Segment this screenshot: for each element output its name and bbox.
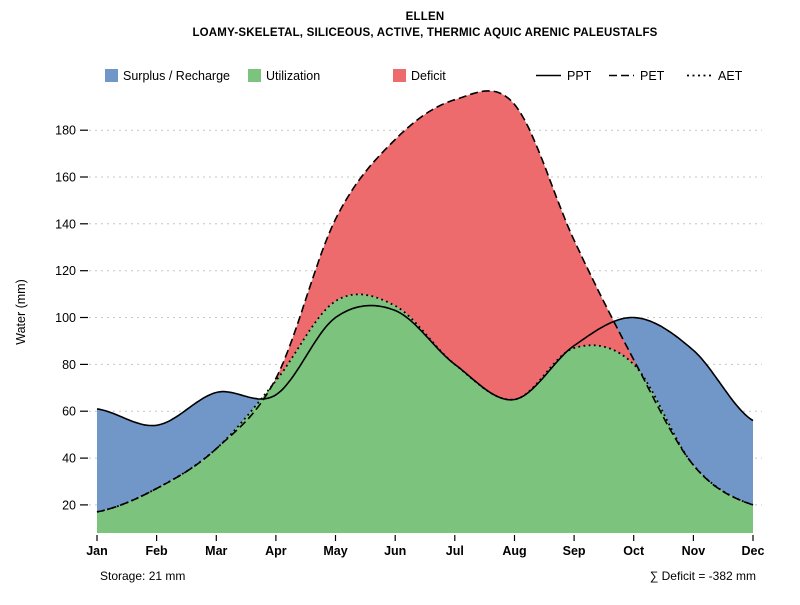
legend-label-ppt: PPT (567, 69, 592, 83)
y-tick-label: 40 (62, 452, 76, 466)
deficit-area (97, 90, 753, 512)
legend-swatch-utilization-icon (248, 69, 261, 82)
legend: Surplus / Recharge Utilization Deficit P… (105, 69, 743, 83)
x-tick-label: Feb (145, 544, 168, 558)
utilization-area (97, 294, 753, 533)
y-tick-label: 60 (62, 405, 76, 419)
page-title: ELLEN (406, 11, 445, 23)
x-tick-label: Sep (563, 544, 586, 558)
pet-line (96, 90, 754, 513)
y-tick-label: 140 (55, 217, 76, 231)
surplus-area (97, 294, 753, 512)
y-tick-label: 160 (55, 171, 76, 185)
y-tick-label: 100 (55, 311, 76, 325)
legend-swatch-surplus-icon (105, 69, 118, 82)
x-tick-label: Jun (384, 544, 406, 558)
x-tick-label: Oct (623, 544, 645, 558)
axes: 20 40 60 80 100 120 140 160 180 Jan Feb Mar Apr May Ju… (55, 124, 764, 558)
x-tick-label: Mar (205, 544, 227, 558)
ppt-line (96, 304, 754, 427)
series-lines (96, 90, 754, 513)
y-tick-label: 180 (55, 124, 76, 138)
x-tick-label: Dec (742, 544, 765, 558)
x-tick-label: Apr (265, 544, 287, 558)
storage-annotation: Storage: 21 mm (100, 569, 185, 583)
legend-label-pet: PET (640, 69, 665, 83)
y-axis-title: Water (mm) (14, 279, 28, 345)
legend-label-deficit: Deficit (411, 69, 446, 83)
areas (97, 90, 753, 533)
page-subtitle: LOAMY-SKELETAL, SILICEOUS, ACTIVE, THERM… (192, 27, 657, 39)
x-tick-label: Jan (86, 544, 108, 558)
y-tick-label: 80 (62, 358, 76, 372)
legend-label-surplus: Surplus / Recharge (123, 69, 230, 83)
x-tick-label: May (323, 544, 347, 558)
legend-swatch-deficit-icon (393, 69, 406, 82)
legend-label-aet: AET (718, 69, 743, 83)
y-tick-label: 20 (62, 498, 76, 512)
legend-label-utilization: Utilization (266, 69, 320, 83)
x-tick-label: Nov (682, 544, 706, 558)
x-tick-label: Aug (502, 544, 526, 558)
deficit-sum-annotation: ∑ Deficit = -382 mm (650, 569, 756, 583)
y-tick-label: 120 (55, 264, 76, 278)
x-tick-label: Jul (446, 544, 464, 558)
